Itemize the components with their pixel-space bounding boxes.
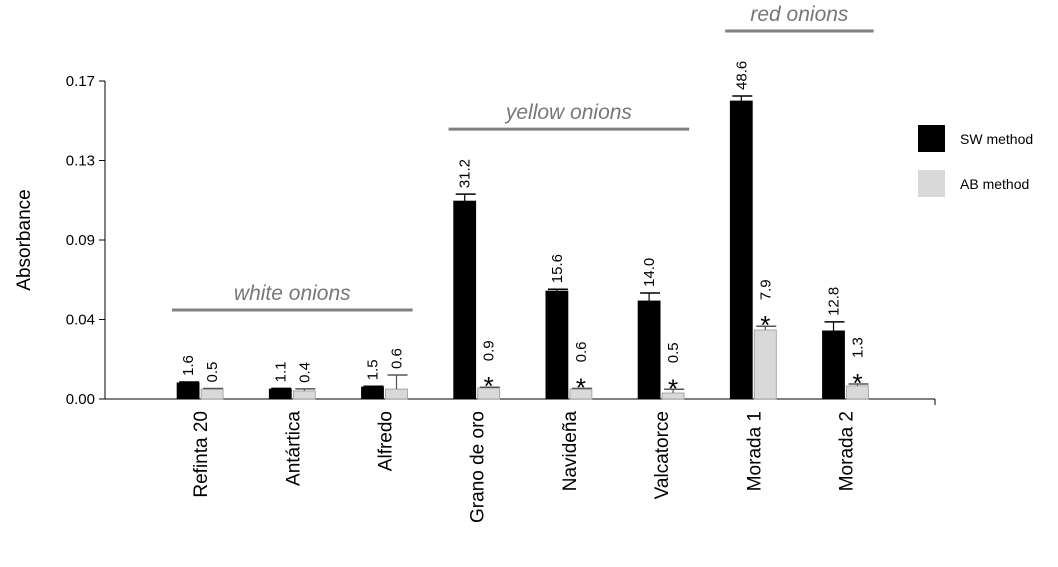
x-tick-label: Morada 1 xyxy=(744,411,765,491)
bar-label: 1.3 xyxy=(850,337,867,358)
y-tick-label: 0.09 xyxy=(66,232,95,249)
bar-label: 14.0 xyxy=(641,258,658,287)
y-tick-label: 0.04 xyxy=(66,312,95,329)
legend-label: AB method xyxy=(960,176,1029,192)
significance-marker: * xyxy=(484,371,494,401)
significance-marker: * xyxy=(576,372,586,402)
significance-marker: * xyxy=(668,373,678,403)
bar-label: 0.6 xyxy=(389,348,406,369)
legend-swatch xyxy=(918,170,945,197)
y-tick-label: 0.17 xyxy=(66,73,95,90)
bar-label: 48.6 xyxy=(733,61,750,90)
x-tick-label: Morada 2 xyxy=(837,411,858,491)
bar-label: 0.6 xyxy=(573,341,590,362)
bar xyxy=(268,388,292,400)
bar-label: 0.9 xyxy=(481,340,498,361)
bar-label: 0.5 xyxy=(665,342,682,363)
bar-label: 7.9 xyxy=(757,279,774,300)
bar xyxy=(361,386,384,400)
bar xyxy=(545,290,569,400)
x-tick-label: Antártica xyxy=(283,411,304,486)
bar xyxy=(729,100,753,400)
group-label: red onions xyxy=(750,3,849,26)
bar xyxy=(753,329,777,400)
bar xyxy=(453,200,477,400)
legend-label: SW method xyxy=(960,131,1033,147)
significance-marker: * xyxy=(852,368,862,398)
y-tick-label: 0.00 xyxy=(66,391,95,408)
bar xyxy=(385,388,408,400)
x-tick-label: Navideña xyxy=(560,411,581,492)
bar-label: 12.8 xyxy=(826,287,843,316)
y-tick-label: 0.13 xyxy=(66,153,95,170)
bar xyxy=(822,330,845,400)
x-tick-label: Valcatorce xyxy=(652,411,673,499)
group-label: white onions xyxy=(234,282,351,305)
bar-label: 0.5 xyxy=(204,362,221,383)
bar-label: 1.5 xyxy=(365,359,382,380)
x-tick-label: Grano de oro xyxy=(468,411,489,523)
group-label: yellow onions xyxy=(504,101,633,124)
bar xyxy=(176,382,200,400)
bar-label: 0.4 xyxy=(296,362,313,383)
bar xyxy=(292,390,316,400)
bar xyxy=(637,300,661,400)
legend-swatch xyxy=(918,125,945,152)
bar-label: 1.6 xyxy=(180,355,197,376)
bar-label: 31.2 xyxy=(457,159,474,188)
bar-label: 15.6 xyxy=(549,254,566,283)
x-tick-label: Alfredo xyxy=(376,411,397,471)
x-tick-label: Refinta 20 xyxy=(191,411,212,498)
bar xyxy=(200,388,224,400)
significance-marker: * xyxy=(760,310,770,340)
bar-label: 1.1 xyxy=(272,361,289,382)
y-axis-label: Absorbance xyxy=(14,189,35,290)
